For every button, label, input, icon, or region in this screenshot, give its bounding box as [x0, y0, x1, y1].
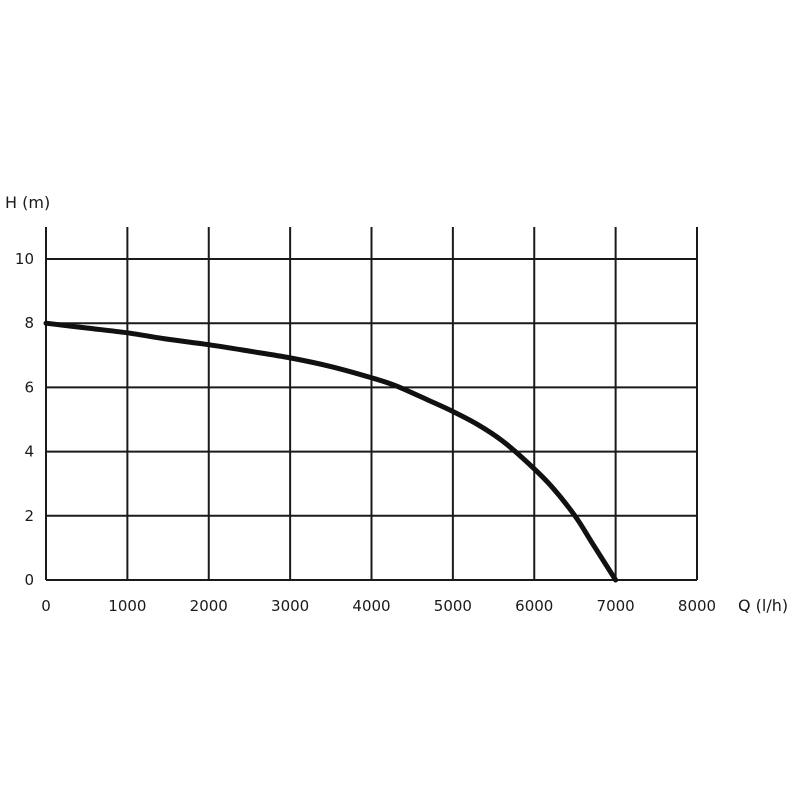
y-tick-labels: 0 2 4 6 8 10	[15, 250, 34, 589]
x-tick-label: 6000	[515, 597, 553, 615]
x-tick-label: 0	[41, 597, 51, 615]
x-tick-label: 2000	[190, 597, 228, 615]
y-tick-label: 8	[24, 314, 34, 332]
grid	[45, 227, 698, 581]
x-tick-label: 3000	[271, 597, 309, 615]
x-tick-label: 1000	[108, 597, 146, 615]
y-axis-title: H (m)	[5, 193, 50, 212]
y-tick-label: 4	[24, 443, 34, 461]
x-tick-labels: 0 1000 2000 3000 4000 5000 6000 7000 8000	[41, 597, 716, 615]
x-tick-label: 8000	[678, 597, 716, 615]
y-tick-label: 6	[24, 378, 34, 396]
x-tick-label: 7000	[597, 597, 635, 615]
x-tick-label: 4000	[352, 597, 390, 615]
y-tick-label: 0	[24, 571, 34, 589]
y-tick-label: 2	[24, 507, 34, 525]
x-axis-title: Q (l/h)	[738, 596, 788, 615]
x-tick-label: 5000	[434, 597, 472, 615]
performance-curve	[43, 320, 619, 583]
y-tick-label: 10	[15, 250, 34, 268]
